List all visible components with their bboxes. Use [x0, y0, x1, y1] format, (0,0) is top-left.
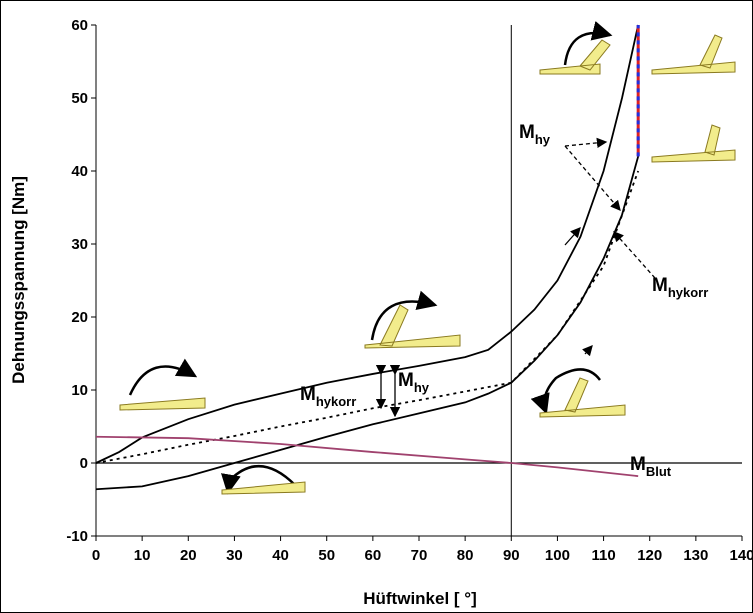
x-tick-label: 100: [545, 547, 570, 564]
annotations: Mhy Mhykorr Mhy Mhykorr MBlut: [300, 122, 708, 479]
y-tick-label: 30: [71, 236, 88, 253]
x-tick-label: 110: [591, 547, 615, 564]
series-line: [95, 156, 640, 491]
figures: [119, 34, 736, 495]
arrow: [613, 231, 656, 279]
x-tick-label: 10: [134, 547, 151, 564]
annotation: MBlut: [630, 454, 672, 479]
figure: [119, 397, 206, 411]
annotation-text: M: [398, 370, 414, 391]
y-tick-label: 10: [71, 382, 88, 399]
annotation-text: M: [652, 275, 668, 296]
annotation-sub: hykorr: [668, 285, 708, 300]
motion-arrow: [128, 358, 198, 396]
arrow: [564, 145, 621, 211]
motion-arrow: [530, 368, 601, 415]
arrow: [564, 227, 581, 246]
series-line: [95, 170, 640, 464]
figure: [539, 377, 626, 418]
x-tick-label: 40: [272, 547, 289, 564]
x-tick-label: 140: [729, 547, 753, 564]
annotation-text: M: [300, 384, 316, 405]
annotation: Mhykorr: [300, 384, 356, 409]
x-tick-label: 30: [226, 547, 243, 564]
annotation-sub: hykorr: [316, 394, 356, 409]
motion-arrow: [563, 21, 613, 66]
figure: [364, 304, 461, 349]
annotation-sub: Blut: [646, 464, 672, 479]
figure: [651, 34, 736, 75]
figure: [539, 39, 611, 75]
x-tick-label: 60: [365, 547, 382, 564]
x-tick-label: 80: [457, 547, 474, 564]
x-tick-label: 120: [637, 547, 662, 564]
arrow: [582, 345, 593, 357]
y-tick-label: 50: [71, 90, 88, 107]
x-axis-label: Hüftwinkel [ °]: [363, 589, 477, 608]
motion-arrow: [370, 290, 438, 341]
y-tick-label: 60: [71, 17, 88, 34]
y-tick-label: 0: [80, 455, 88, 472]
series-line: [95, 435, 639, 478]
y-tick-label: -10: [66, 528, 88, 545]
annotation: Mhy: [519, 122, 551, 147]
motion-arrow: [221, 465, 296, 495]
figure: [221, 481, 306, 495]
figure: [651, 124, 736, 163]
y-tick-label: 20: [71, 309, 88, 326]
y-tick-label: 40: [71, 163, 88, 180]
annotation: Mhy: [398, 370, 430, 395]
annotation-text: M: [630, 454, 646, 475]
x-tick-label: 50: [318, 547, 335, 564]
arrows: [128, 21, 656, 495]
annotation-sub: hy: [535, 132, 551, 147]
annotation: Mhykorr: [652, 275, 708, 300]
x-tick-label: 20: [180, 547, 197, 564]
annotation-sub: hy: [414, 380, 430, 395]
series-line: [95, 24, 640, 464]
annotation-text: M: [519, 122, 535, 143]
x-tick-label: 0: [92, 547, 100, 564]
y-axis-label: Dehnungsspannung [Nm]: [9, 176, 28, 384]
x-tick-label: 70: [411, 547, 428, 564]
x-tick-label: 130: [683, 547, 708, 564]
x-tick-label: 90: [503, 547, 520, 564]
